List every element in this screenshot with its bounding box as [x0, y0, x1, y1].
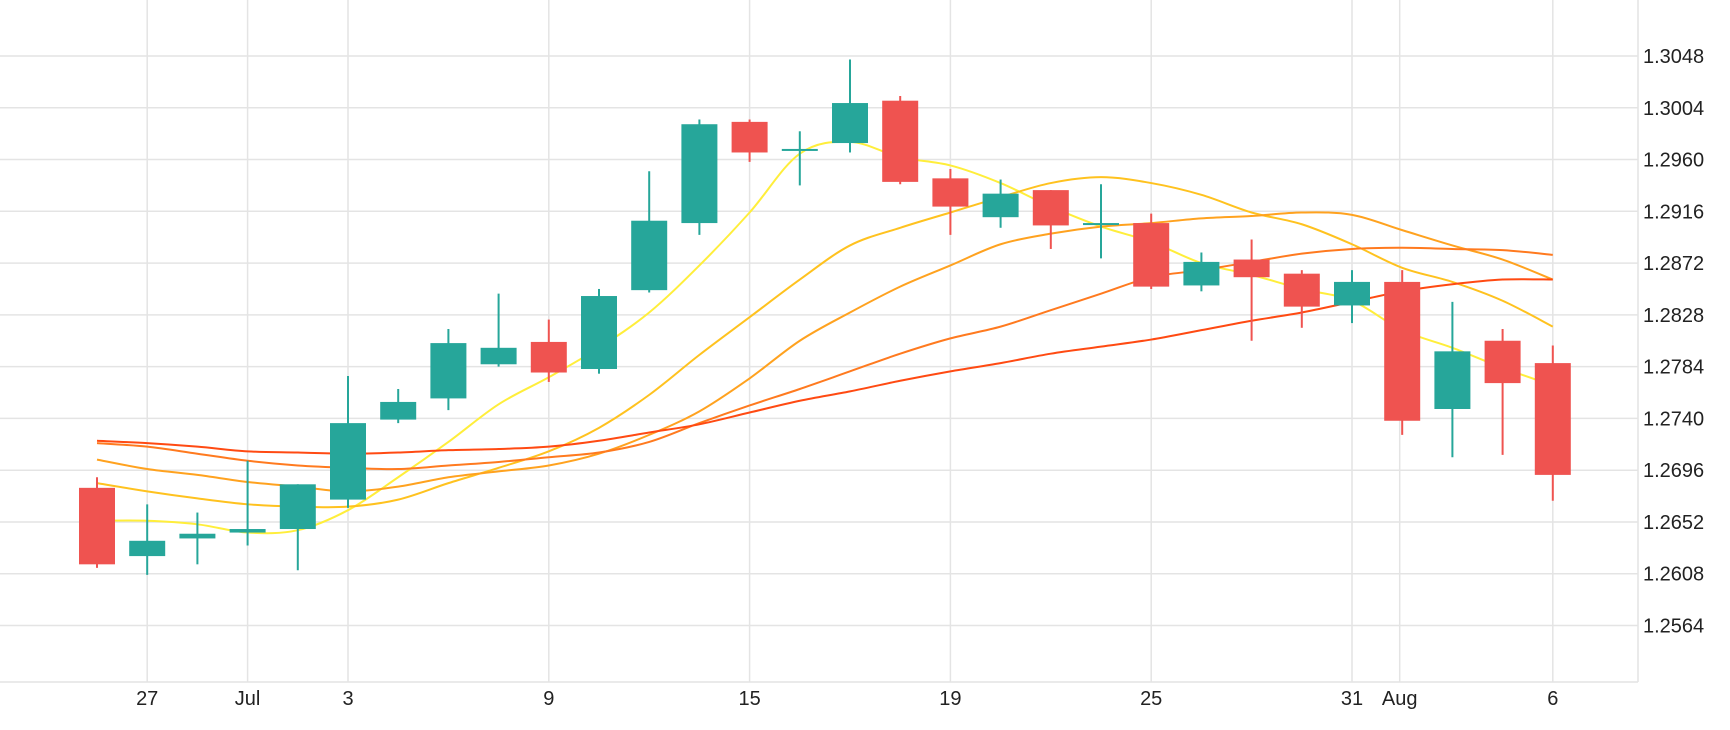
- candle-down: [1233, 239, 1270, 341]
- candle-body: [1233, 259, 1270, 278]
- candle-up: [1183, 252, 1220, 292]
- candle-up: [279, 484, 316, 571]
- candle-body: [1032, 190, 1069, 226]
- candle-down: [530, 319, 567, 382]
- candle-up: [982, 179, 1019, 228]
- y-tick-label: 1.3004: [1643, 98, 1704, 120]
- candle-up: [330, 376, 366, 508]
- x-tick-label: 3: [342, 688, 353, 710]
- candle-down: [1384, 270, 1421, 435]
- candle-body: [179, 533, 216, 539]
- y-tick-label: 1.2696: [1643, 460, 1704, 482]
- candle-body: [1083, 223, 1119, 226]
- candle-up: [480, 293, 517, 367]
- candle-body: [1283, 273, 1320, 307]
- x-tick-label: 19: [939, 688, 961, 710]
- x-tick-label: 6: [1547, 688, 1558, 710]
- x-tick-label: 31: [1341, 688, 1363, 710]
- candle-body: [932, 178, 969, 207]
- candle-body: [681, 124, 718, 224]
- candle-body: [1133, 223, 1170, 287]
- candle-up: [430, 328, 467, 411]
- candle-up: [229, 460, 266, 546]
- candle-body: [581, 296, 617, 369]
- candle-up: [631, 171, 668, 293]
- candle-down: [882, 95, 919, 185]
- candle-up: [380, 388, 417, 424]
- candle-down: [79, 477, 115, 568]
- candle-body: [832, 103, 868, 144]
- x-tick-label: 9: [543, 688, 554, 710]
- candle-body: [330, 423, 366, 500]
- candle-up: [1083, 184, 1119, 259]
- y-tick-label: 1.2828: [1643, 305, 1704, 327]
- y-tick-label: 1.2652: [1643, 512, 1704, 534]
- candle-body: [1534, 363, 1571, 475]
- candle-body: [380, 401, 417, 420]
- candle-body: [530, 341, 567, 373]
- y-tick-label: 1.2960: [1643, 150, 1704, 172]
- candle-up: [179, 512, 216, 565]
- y-tick-label: 1.2784: [1643, 357, 1704, 379]
- candle-body: [982, 193, 1019, 218]
- candle-body: [229, 529, 266, 533]
- y-axis: 1.3048 1.3004 1.2960 1.2916 1.2872 1.2828 1.27…: [1643, 46, 1704, 638]
- y-tick-label: 1.2872: [1643, 253, 1704, 275]
- candle-up: [832, 59, 868, 153]
- candle-down: [1133, 213, 1170, 289]
- ma-line-ma-5: [96, 140, 1554, 535]
- candle-body: [882, 100, 919, 182]
- candle-up: [1434, 301, 1471, 458]
- candle-body: [1334, 281, 1370, 306]
- x-tick-label: 15: [738, 688, 760, 710]
- grid: [0, 0, 1639, 683]
- candle-down: [932, 168, 969, 235]
- candle-down: [1484, 328, 1521, 455]
- y-tick-label: 1.2740: [1643, 408, 1704, 430]
- candle-body: [781, 148, 818, 151]
- candle-body: [430, 343, 467, 399]
- y-tick-label: 1.2564: [1643, 616, 1704, 638]
- candle-body: [1384, 281, 1421, 421]
- ma-line-ma-10: [96, 176, 1554, 509]
- y-tick-label: 1.2608: [1643, 564, 1704, 586]
- candle-body: [631, 220, 668, 291]
- x-tick-label: Jul: [235, 688, 261, 710]
- candle-down: [1534, 345, 1571, 501]
- candles: [79, 59, 1571, 575]
- x-tick-label: 25: [1140, 688, 1162, 710]
- candle-down: [1032, 190, 1069, 249]
- x-tick-label: Aug: [1382, 688, 1418, 710]
- candle-body: [480, 347, 517, 365]
- candle-down: [1283, 270, 1320, 328]
- candle-up: [1334, 270, 1370, 324]
- candle-body: [1183, 261, 1220, 286]
- moving-average-lines: [96, 140, 1554, 535]
- candle-body: [79, 487, 115, 565]
- y-tick-label: 1.2916: [1643, 201, 1704, 223]
- candle-up: [781, 131, 818, 186]
- candle-body: [1434, 351, 1471, 409]
- candle-body: [129, 540, 166, 557]
- candle-body: [279, 484, 316, 530]
- candle-body: [731, 121, 768, 153]
- candle-up: [129, 504, 166, 575]
- y-tick-label: 1.3048: [1643, 46, 1704, 68]
- x-axis: 27 Jul 3 9 15 19 25 31 Aug 6: [136, 688, 1558, 710]
- candle-down: [731, 119, 768, 162]
- x-tick-label: 27: [136, 688, 158, 710]
- candle-up: [581, 288, 617, 374]
- candle-up: [681, 119, 718, 235]
- candle-body: [1484, 340, 1521, 384]
- ma-line-ma-30: [96, 246, 1553, 471]
- ma-line-ma-20: [96, 211, 1554, 493]
